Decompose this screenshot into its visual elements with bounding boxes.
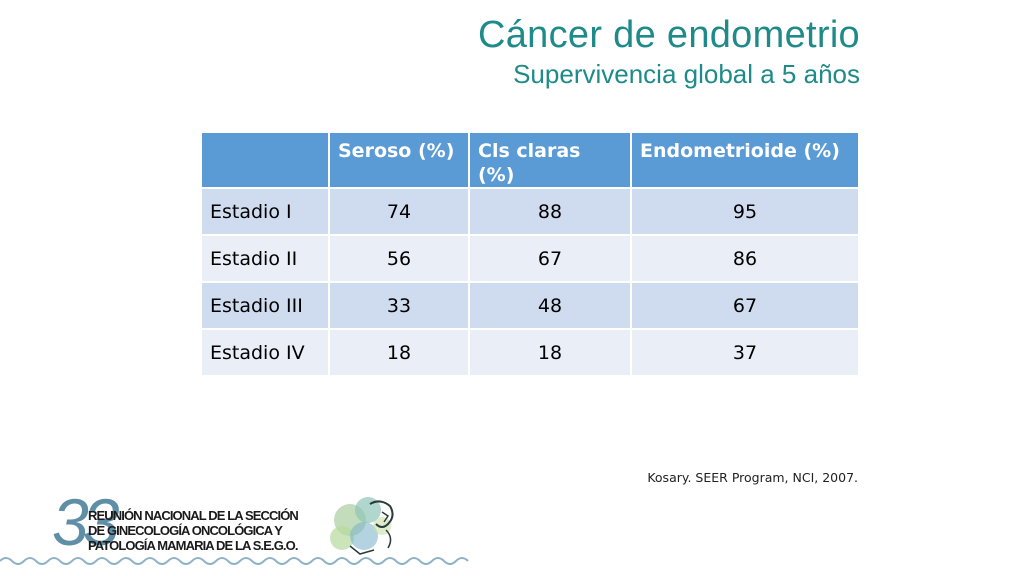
survival-table: Seroso (%) Cls claras (%) Endometrioide … (200, 131, 860, 377)
table-row: Estadio IV 18 18 37 (200, 328, 860, 377)
table-cell: 67 (630, 281, 860, 330)
table-cell: 74 (328, 187, 470, 236)
source-citation: Kosary. SEER Program, NCI, 2007. (647, 470, 858, 485)
header-cell-empty (200, 131, 330, 189)
row-label: Estadio II (200, 234, 330, 283)
logo-text-line: DE GINECOLOGÍA ONCOLÓGICA Y (88, 523, 283, 538)
table-cell: 18 (468, 328, 632, 377)
table-row: Estadio III 33 48 67 (200, 281, 860, 330)
row-label: Estadio III (200, 281, 330, 330)
watercolor-figure-icon (330, 497, 394, 555)
table-row: Estadio I 74 88 95 (200, 187, 860, 236)
row-label: Estadio I (200, 187, 330, 236)
table-cell: 37 (630, 328, 860, 377)
row-label: Estadio IV (200, 328, 330, 377)
logo-text: REUNIÓN NACIONAL DE LA SECCIÓN DE GINECO… (88, 508, 299, 553)
table-cell: 95 (630, 187, 860, 236)
slide-title-block: Cáncer de endometrio Supervivencia globa… (478, 12, 860, 90)
conference-logo: 33 REUNIÓN NACIONAL DE LA SECCIÓN DE GIN… (0, 485, 469, 576)
slide-title: Cáncer de endometrio (478, 14, 860, 56)
header-cell-endometrioide: Endometrioide (%) (630, 131, 860, 189)
table-cell: 18 (328, 328, 470, 377)
table-cell: 56 (328, 234, 470, 283)
logo-number: 33 (52, 485, 119, 559)
wave-divider-icon (0, 557, 469, 565)
header-cell-seroso: Seroso (%) (328, 131, 470, 189)
logo-text-line: PATOLOGÍA MAMARIA DE LA S.E.G.O. (88, 538, 298, 553)
slide-subtitle: Supervivencia global a 5 años (513, 59, 860, 89)
table-cell: 86 (630, 234, 860, 283)
table-cell: 48 (468, 281, 632, 330)
table-cell: 67 (468, 234, 632, 283)
header-cell-cls-claras: Cls claras (%) (468, 131, 632, 189)
table-row: Estadio II 56 67 86 (200, 234, 860, 283)
logo-text-line: REUNIÓN NACIONAL DE LA SECCIÓN (88, 508, 299, 523)
table-cell: 33 (328, 281, 470, 330)
table-cell: 88 (468, 187, 632, 236)
table-header-row: Seroso (%) Cls claras (%) Endometrioide … (200, 131, 860, 189)
